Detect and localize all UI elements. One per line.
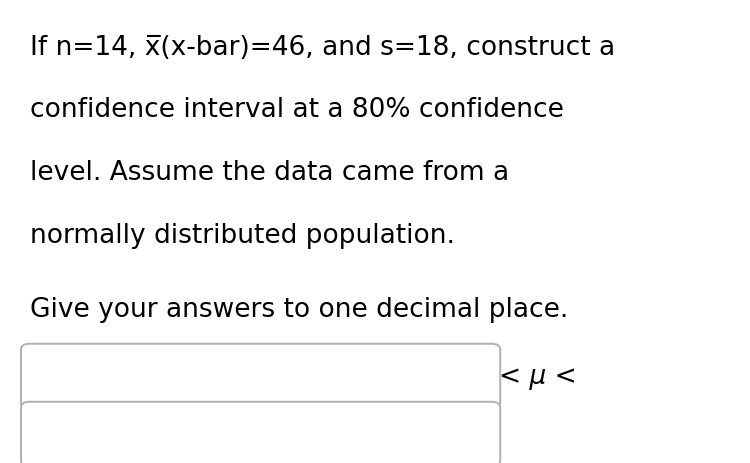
Text: normally distributed population.: normally distributed population. [30, 222, 455, 248]
FancyBboxPatch shape [21, 344, 500, 408]
Text: Give your answers to one decimal place.: Give your answers to one decimal place. [30, 296, 568, 322]
Text: level. Assume the data came from a: level. Assume the data came from a [30, 160, 509, 186]
Text: If n=14, x̅(x-bar)=46, and s=18, construct a: If n=14, x̅(x-bar)=46, and s=18, constru… [30, 35, 615, 61]
Text: confidence interval at a 80% confidence: confidence interval at a 80% confidence [30, 97, 564, 123]
FancyBboxPatch shape [21, 402, 500, 463]
Text: < μ <: < μ < [499, 363, 577, 389]
